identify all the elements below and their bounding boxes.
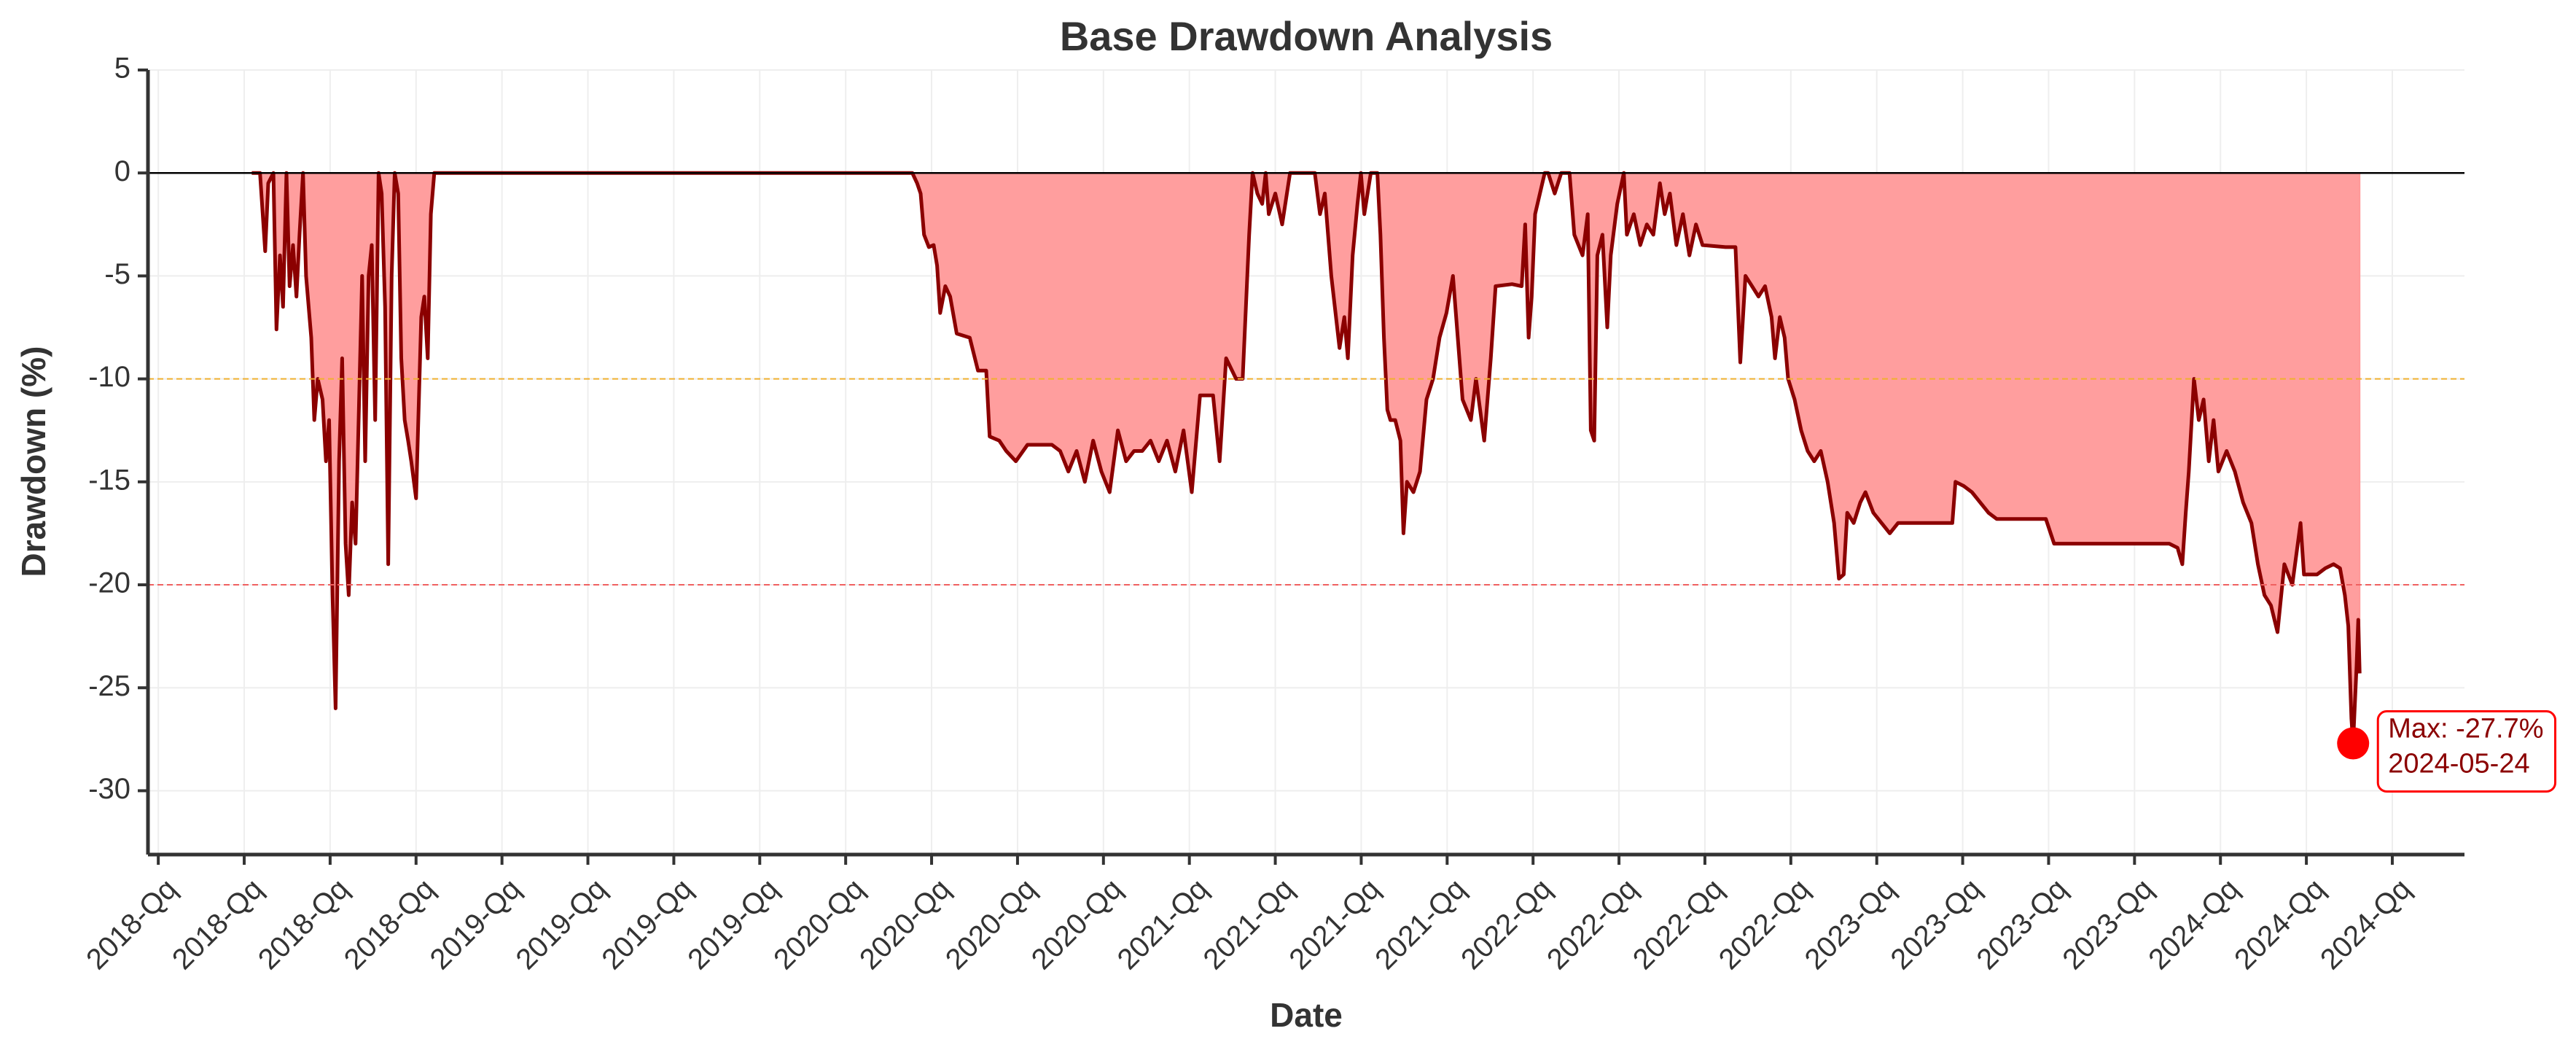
x-tick-label: 2018-Qq	[80, 873, 183, 976]
annotation-date: 2024-05-24	[2388, 749, 2529, 779]
x-tick-label: 2020-Qq	[940, 873, 1042, 976]
annotation-value: Max: -27.7%	[2388, 714, 2543, 744]
x-tick-label: 2021-Qq	[1198, 873, 1300, 976]
annotation-box	[2376, 709, 2557, 793]
x-tick-label: 2018-Qq	[338, 873, 441, 976]
drawdown-area	[251, 172, 2361, 744]
x-tick-label: 2022-Qq	[1713, 873, 1816, 976]
x-tick-label: 2021-Qq	[1283, 873, 1386, 976]
y-tick-label: -30	[88, 773, 130, 805]
x-tick-label: 2022-Qq	[1627, 873, 1730, 976]
x-tick-label: 2020-Qq	[768, 873, 870, 976]
max-marker	[2337, 727, 2370, 760]
x-tick-label: 2021-Qq	[1369, 873, 1472, 976]
x-tick-label: 2022-Qq	[1541, 873, 1644, 976]
x-tick-label: 2023-Qq	[1970, 873, 2073, 976]
x-tick-label: 2024-Qq	[2142, 873, 2245, 976]
max-annotation: Max: -27.7% 2024-05-24	[2376, 709, 2557, 793]
x-tick-label: 2019-Qq	[682, 873, 784, 976]
x-tick-label: 2019-Qq	[596, 873, 698, 976]
x-axis-label: Date	[1270, 996, 1343, 1034]
x-tick-label: 2024-Qq	[2228, 873, 2331, 976]
x-tick-label: 2020-Qq	[854, 873, 956, 976]
chart-title: Base Drawdown Analysis	[1060, 13, 1553, 59]
y-tick-label: -25	[88, 670, 130, 702]
x-tick-label: 2022-Qq	[1455, 873, 1558, 976]
x-tick-label: 2023-Qq	[2056, 873, 2159, 976]
y-axis-label: Drawdown (%)	[15, 346, 52, 577]
y-tick-label: 5	[114, 52, 130, 85]
x-tick-label: 2018-Qq	[252, 873, 355, 976]
x-tick-label: 2020-Qq	[1026, 873, 1128, 976]
x-tick-label: 2018-Qq	[166, 873, 269, 976]
y-tick-label: -20	[88, 567, 130, 599]
x-tick-label: 2023-Qq	[1799, 873, 1902, 976]
x-tick-label: 2024-Qq	[2314, 873, 2417, 976]
y-tick-label: -10	[88, 361, 130, 393]
drawdown-line	[251, 171, 2362, 745]
x-tick-label: 2019-Qq	[424, 873, 527, 976]
x-tick-label: 2021-Qq	[1112, 873, 1214, 976]
y-tick-label: -15	[88, 464, 130, 496]
y-tick-label: -5	[104, 258, 130, 290]
x-tick-label: 2019-Qq	[510, 873, 613, 976]
x-tick-label: 2023-Qq	[1885, 873, 1988, 976]
y-tick-label: 0	[114, 155, 130, 187]
